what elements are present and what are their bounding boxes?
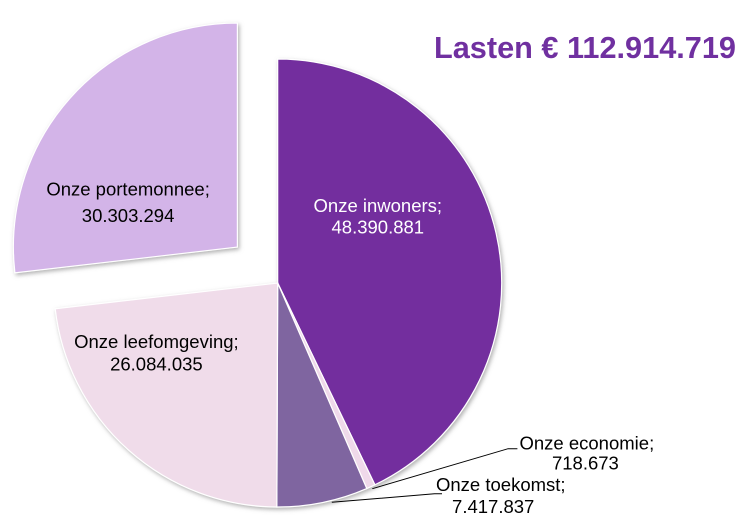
svg-text:718.673: 718.673 [552,453,619,474]
svg-text:Onze toekomst;: Onze toekomst; [436,474,566,495]
svg-text:Onze economie;: Onze economie; [520,432,655,453]
svg-text:26.084.035: 26.084.035 [110,354,203,375]
svg-text:Onze leefomgeving;: Onze leefomgeving; [74,331,239,352]
svg-text:48.390.881: 48.390.881 [332,217,425,238]
svg-text:30.303.294: 30.303.294 [82,205,175,226]
svg-text:Onze inwoners;: Onze inwoners; [314,195,443,216]
svg-text:Onze portemonnee;: Onze portemonnee; [46,179,210,200]
svg-text:7.417.837: 7.417.837 [452,496,534,517]
